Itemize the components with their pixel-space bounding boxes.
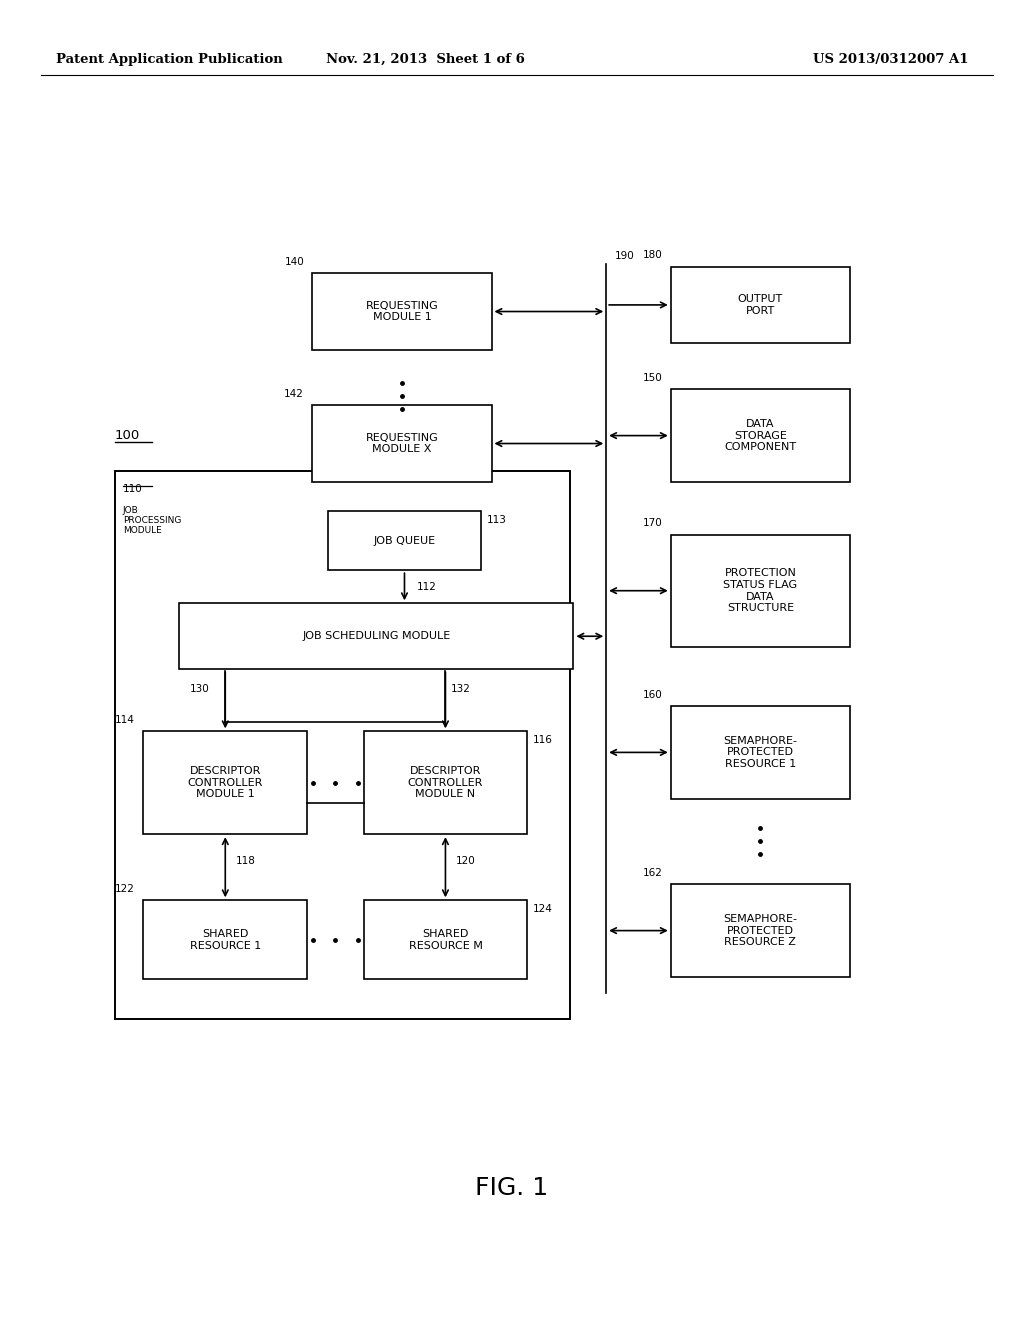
FancyBboxPatch shape <box>364 900 527 979</box>
Text: 124: 124 <box>532 904 552 915</box>
FancyBboxPatch shape <box>143 731 307 834</box>
Text: JOB SCHEDULING MODULE: JOB SCHEDULING MODULE <box>302 631 451 642</box>
Text: 132: 132 <box>451 684 470 694</box>
FancyBboxPatch shape <box>179 603 573 669</box>
FancyBboxPatch shape <box>364 731 527 834</box>
Text: 110: 110 <box>123 484 142 495</box>
Text: 122: 122 <box>116 883 135 894</box>
Text: 160: 160 <box>643 689 663 700</box>
Text: SEMAPHORE-
PROTECTED
RESOURCE 1: SEMAPHORE- PROTECTED RESOURCE 1 <box>723 735 798 770</box>
Text: Patent Application Publication: Patent Application Publication <box>56 53 283 66</box>
Text: 120: 120 <box>456 855 475 866</box>
Text: 162: 162 <box>643 867 663 878</box>
Text: OUTPUT
PORT: OUTPUT PORT <box>737 294 783 315</box>
Text: 190: 190 <box>614 251 634 261</box>
Text: 140: 140 <box>285 256 304 267</box>
Text: JOB QUEUE: JOB QUEUE <box>374 536 435 545</box>
Text: SEMAPHORE-
PROTECTED
RESOURCE Z: SEMAPHORE- PROTECTED RESOURCE Z <box>723 913 798 948</box>
Text: JOB
PROCESSING
MODULE: JOB PROCESSING MODULE <box>123 506 181 536</box>
FancyBboxPatch shape <box>312 405 492 482</box>
Text: SHARED
RESOURCE M: SHARED RESOURCE M <box>409 929 482 950</box>
Text: REQUESTING
MODULE 1: REQUESTING MODULE 1 <box>366 301 438 322</box>
Text: US 2013/0312007 A1: US 2013/0312007 A1 <box>813 53 969 66</box>
Text: DATA
STORAGE
COMPONENT: DATA STORAGE COMPONENT <box>724 418 797 453</box>
Text: REQUESTING
MODULE X: REQUESTING MODULE X <box>366 433 438 454</box>
Text: DESCRIPTOR
CONTROLLER
MODULE 1: DESCRIPTOR CONTROLLER MODULE 1 <box>187 766 263 800</box>
FancyBboxPatch shape <box>671 389 850 482</box>
Text: 150: 150 <box>643 372 663 383</box>
Text: 114: 114 <box>116 714 135 725</box>
FancyBboxPatch shape <box>671 535 850 647</box>
Text: 116: 116 <box>532 735 552 746</box>
Text: SHARED
RESOURCE 1: SHARED RESOURCE 1 <box>189 929 261 950</box>
FancyBboxPatch shape <box>328 511 481 570</box>
FancyBboxPatch shape <box>312 273 492 350</box>
Text: 112: 112 <box>417 582 436 591</box>
FancyBboxPatch shape <box>671 884 850 977</box>
Text: Nov. 21, 2013  Sheet 1 of 6: Nov. 21, 2013 Sheet 1 of 6 <box>326 53 524 66</box>
Text: 130: 130 <box>190 684 210 694</box>
Text: 180: 180 <box>643 249 663 260</box>
Text: DESCRIPTOR
CONTROLLER
MODULE N: DESCRIPTOR CONTROLLER MODULE N <box>408 766 483 800</box>
FancyBboxPatch shape <box>143 900 307 979</box>
FancyBboxPatch shape <box>671 706 850 799</box>
Text: 142: 142 <box>285 388 304 399</box>
Text: 113: 113 <box>486 515 506 525</box>
FancyBboxPatch shape <box>671 267 850 343</box>
Text: PROTECTION
STATUS FLAG
DATA
STRUCTURE: PROTECTION STATUS FLAG DATA STRUCTURE <box>723 569 798 612</box>
Text: 118: 118 <box>236 855 255 866</box>
Text: 100: 100 <box>115 429 140 442</box>
Text: 170: 170 <box>643 517 663 528</box>
Text: FIG. 1: FIG. 1 <box>475 1176 549 1200</box>
